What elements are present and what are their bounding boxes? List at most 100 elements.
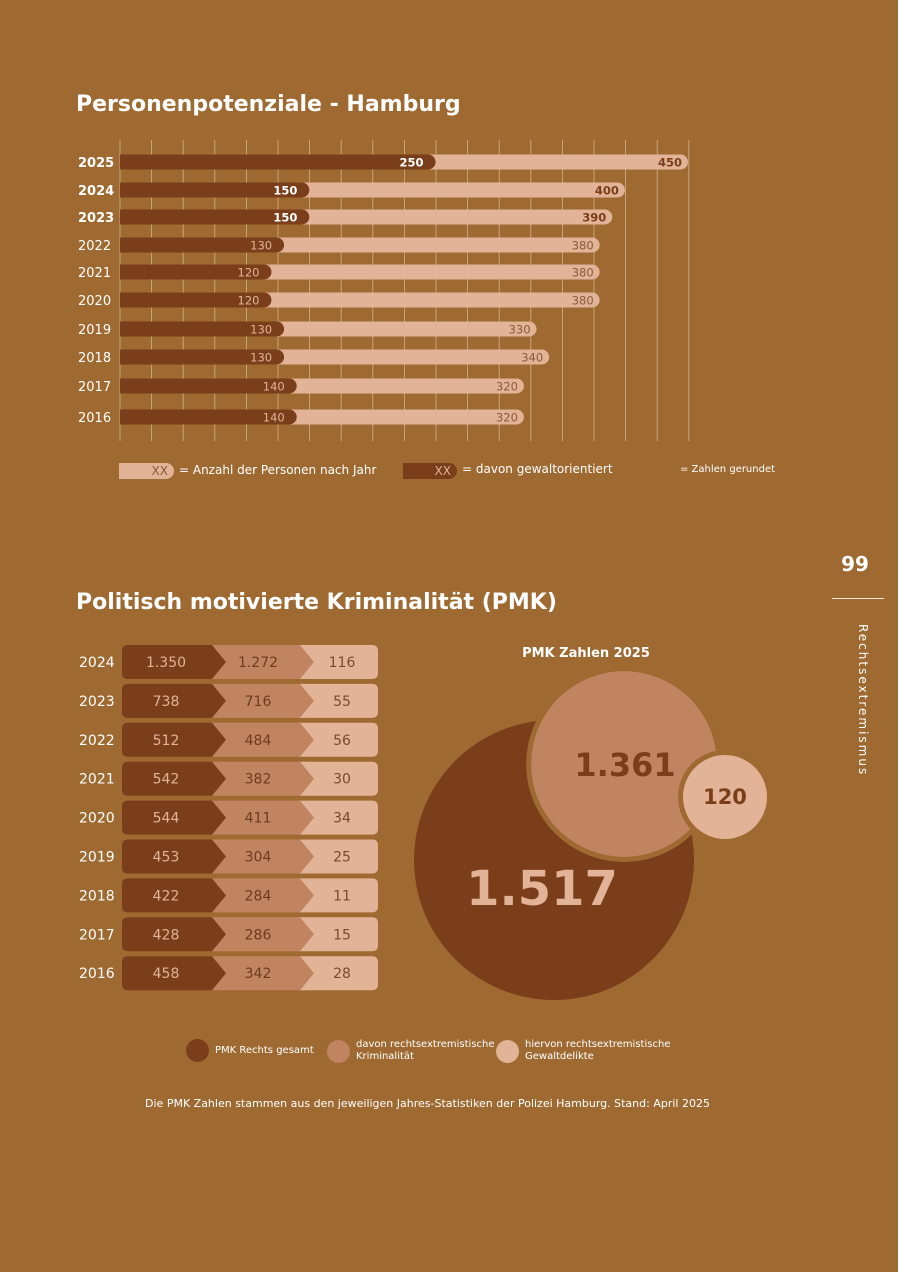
page-number-rule: [832, 598, 884, 599]
bar-violent: [120, 182, 310, 198]
pmk-violent-segment: [298, 683, 378, 718]
pmk-extremist-value: 286: [245, 927, 272, 943]
bar-violent: [120, 209, 310, 225]
pmk-total-segment: [122, 800, 226, 835]
bar-violent-cap: [120, 409, 128, 425]
pmk-extremist-value: 284: [245, 888, 272, 904]
bar-violent: [120, 349, 285, 365]
year-label: 2020: [78, 294, 111, 309]
bubble-extremist: [531, 671, 717, 857]
year-label: 2019: [78, 323, 111, 338]
pmk-year: 2022: [79, 733, 115, 749]
bar-violent: [120, 264, 272, 280]
pmk-extremist-value: 484: [245, 733, 272, 749]
legend-label-light: = Anzahl der Personen nach Jahr: [179, 463, 377, 477]
bubble-extremist-value: 1.361: [574, 746, 675, 784]
pmk-extremist-value: 382: [245, 772, 272, 788]
legend-extremist-label-2: Kriminalität: [356, 1051, 414, 1062]
bar-total-value: 400: [595, 184, 619, 198]
bar-violent-value: 120: [238, 266, 260, 280]
bar-total-value: 380: [572, 239, 594, 253]
bar-violent-value: 130: [250, 351, 272, 365]
year-label: 2025: [78, 156, 114, 171]
pmk-violent-value: 25: [333, 850, 351, 866]
pmk-total-value: 738: [153, 694, 180, 710]
pmk-year: 2021: [79, 772, 115, 788]
pmk-year: 2019: [79, 850, 115, 866]
year-label: 2016: [78, 411, 111, 426]
pmk-violent-value: 28: [333, 966, 351, 982]
bar-violent: [120, 237, 285, 253]
pmk-extremist-segment: [210, 683, 314, 718]
pmk-extremist-value: 304: [245, 850, 272, 866]
personenpotenziale-bar-chart: 2025 450 250 2024 400 150 2023 390 150 2022 380 130…: [78, 140, 690, 441]
source-note: Die PMK Zahlen stammen aus den jeweilige…: [145, 1097, 710, 1110]
pmk-extremist-value: 1.272: [238, 655, 278, 671]
bar-violent-cap: [120, 209, 128, 225]
pmk-total-value: 1.350: [146, 655, 186, 671]
bar-violent-cap: [120, 378, 128, 394]
bar-violent-cap: [120, 154, 128, 170]
pmk-total-value: 422: [153, 888, 180, 904]
year-label: 2024: [78, 184, 114, 199]
bar-violent-value: 140: [263, 411, 285, 425]
pmk-year: 2017: [79, 927, 115, 943]
bar-violent-value: 250: [400, 156, 424, 170]
pmk-extremist-segment: [210, 956, 314, 991]
legend-dot-light: [496, 1039, 519, 1063]
bar-violent-value: 150: [273, 184, 297, 198]
bar-total-value: 340: [521, 351, 543, 365]
bubble-violent: [683, 755, 767, 839]
page-number: 99: [841, 552, 869, 576]
pmk-total-value: 544: [153, 811, 180, 827]
legend-label-dark: = davon gewaltorientiert: [462, 462, 613, 476]
bar-total-value: 330: [509, 323, 531, 337]
pmk-extremist-value: 411: [245, 811, 272, 827]
bar-violent: [120, 292, 272, 308]
pmk-violent-segment: [298, 800, 378, 835]
bar-total-value: 380: [572, 294, 594, 308]
section-side-label: Rechtsextremismus: [856, 624, 870, 777]
year-label: 2023: [78, 211, 114, 226]
pmk-violent-segment: [298, 761, 378, 796]
pmk-year: 2023: [79, 694, 115, 710]
bar-violent: [120, 321, 285, 337]
pmk-violent-value: 56: [333, 733, 351, 749]
bar-violent-value: 130: [250, 239, 272, 253]
legend-total-label: PMK Rechts gesamt: [215, 1044, 314, 1056]
pmk-extremist-segment: [210, 917, 314, 952]
year-label: 2022: [78, 239, 111, 254]
legend-swatch-light-text: XX: [151, 464, 168, 478]
pmk-violent-value: 15: [333, 927, 351, 943]
pmk-violent-segment: [298, 722, 378, 757]
pmk-total-value: 542: [153, 772, 180, 788]
bar-violent-value: 140: [263, 380, 285, 394]
pmk-violent-value: 30: [333, 772, 351, 788]
bar-total-value: 320: [496, 411, 518, 425]
pmk-total-segment: [122, 956, 226, 991]
pmk-total-value: 428: [153, 927, 180, 943]
pmk-total-segment: [122, 722, 226, 757]
bubble-total-value: 1.517: [466, 861, 618, 917]
bar-violent-cap: [120, 349, 128, 365]
section-title-personenpotenziale: Personenpotenziale - Hamburg: [76, 92, 461, 117]
pmk-year: 2020: [79, 811, 115, 827]
pmk-total-value: 512: [153, 733, 180, 749]
bar-total-value: 380: [572, 266, 594, 280]
pmk-legend-violent: hiervon rechtsextremistische Gewaltdelikt…: [496, 1039, 670, 1063]
bubble-chart-title: PMK Zahlen 2025: [522, 646, 650, 661]
legend-rounded-note: = Zahlen gerundet: [680, 464, 776, 475]
bar-violent-cap: [120, 237, 128, 253]
pmk-extremist-segment: [210, 878, 314, 913]
bar-violent: [120, 154, 436, 170]
bar-violent-value: 150: [273, 211, 297, 225]
bar-violent-cap: [120, 292, 128, 308]
legend-extremist-label-1: davon rechtsextremistische: [356, 1039, 495, 1050]
legend-violent-label-1: hiervon rechtsextremistische: [525, 1039, 671, 1050]
pmk-total-segment: [122, 839, 226, 874]
pmk-violent-value: 116: [329, 655, 356, 671]
pmk-legend-total: PMK Rechts gesamt: [186, 1039, 314, 1062]
legend-violent-label-2: Gewaltdelikte: [525, 1051, 594, 1062]
pmk-year: 2016: [79, 966, 115, 982]
pmk-bubble-chart: 1.517 1.361 120: [414, 666, 772, 1000]
